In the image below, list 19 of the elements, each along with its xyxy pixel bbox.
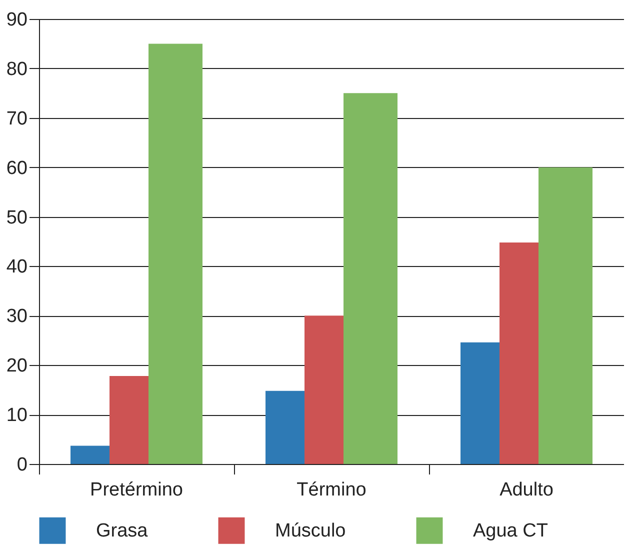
bar: [344, 93, 398, 464]
y-tick-label: 10: [6, 405, 28, 426]
y-tick-label: 20: [6, 356, 28, 377]
y-tick-label: 30: [6, 306, 28, 328]
x-tick-label: Término: [296, 480, 366, 500]
bar: [148, 44, 202, 464]
legend-label: Agua CT: [473, 520, 548, 542]
y-tick-label: 90: [6, 10, 28, 30]
y-tick-label: 80: [6, 58, 28, 80]
legend-label: Grasa: [96, 520, 148, 542]
y-tick-label: 50: [6, 207, 28, 228]
x-tick-label: Adulto: [500, 480, 554, 500]
legend-label: Músculo: [275, 520, 346, 542]
y-tick-label: 40: [6, 256, 28, 278]
y-tick-label: 70: [6, 108, 28, 130]
y-tick-label: 0: [16, 454, 28, 476]
y-tick-label: 60: [6, 158, 28, 179]
x-tick-label: Pretérmino: [90, 480, 183, 500]
bar: [538, 167, 592, 464]
